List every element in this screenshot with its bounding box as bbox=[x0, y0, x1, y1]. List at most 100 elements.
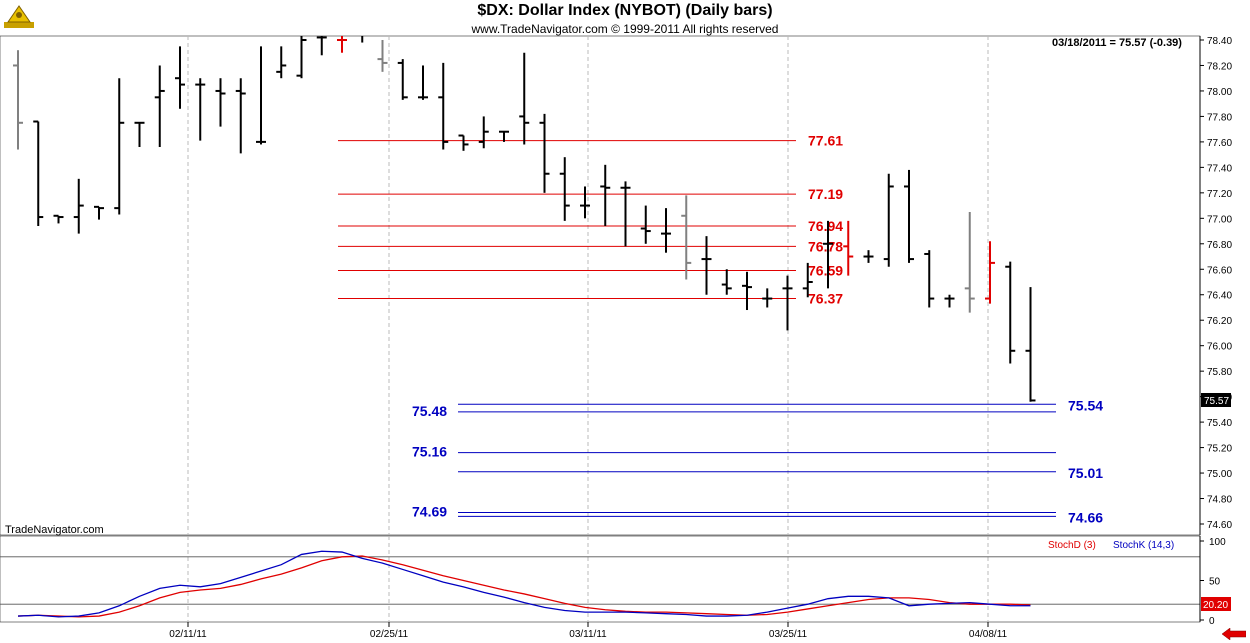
ohlc-bar bbox=[377, 40, 388, 72]
chart-subtitle: www.TradeNavigator.com © 1999-2011 All r… bbox=[471, 22, 779, 36]
ohlc-bar bbox=[904, 169, 914, 263]
price-tick-label: 75.00 bbox=[1207, 469, 1232, 480]
date-tick-label: 02/25/11 bbox=[370, 629, 409, 640]
ohlc-bar bbox=[458, 134, 469, 151]
last-price-marker: 75.57 bbox=[1201, 393, 1231, 407]
chart-title: $DX: Dollar Index (NYBOT) (Daily bars) bbox=[477, 2, 773, 19]
ohlc-bar bbox=[418, 65, 428, 100]
stoch-series-line bbox=[17, 550, 1031, 618]
date-tick-label: 03/11/11 bbox=[569, 629, 607, 640]
stoch-last-label: 20.20 bbox=[1203, 600, 1228, 611]
price-tick-label: 76.80 bbox=[1207, 240, 1232, 251]
ohlc-bar bbox=[154, 65, 165, 147]
ohlc-bar bbox=[985, 241, 995, 304]
ohlc-bar bbox=[1025, 287, 1036, 402]
date-tick-label: 03/25/11 bbox=[769, 629, 808, 640]
date-axis[interactable]: 02/11/11 02/25/11 03/11/11 03/25/11 04/08/11 bbox=[169, 622, 1008, 640]
ohlc-bar bbox=[94, 205, 104, 220]
price-tick-label: 75.80 bbox=[1207, 367, 1232, 378]
ohlc-bar bbox=[114, 78, 125, 215]
legend-stochk: StochK (14,3) bbox=[1113, 540, 1174, 551]
price-tick-label: 76.20 bbox=[1207, 316, 1232, 327]
price-tick-label: 76.60 bbox=[1207, 265, 1232, 276]
ohlc-bar bbox=[519, 52, 530, 145]
support-label-left: 74.69 bbox=[412, 504, 447, 520]
resistance-label: 76.37 bbox=[808, 291, 843, 307]
stoch-tick-label: 100 bbox=[1209, 537, 1226, 548]
ohlc-bar bbox=[1005, 261, 1016, 364]
stochastic-axis[interactable]: 100 50 0 bbox=[1199, 536, 1226, 627]
ohlc-bar bbox=[843, 220, 854, 276]
indicator-panel-background bbox=[0, 535, 1201, 623]
ohlc-bar bbox=[661, 208, 671, 253]
resistance-label: 76.94 bbox=[808, 218, 843, 234]
support-label-right: 74.66 bbox=[1068, 509, 1103, 525]
ohlc-bar bbox=[337, 36, 347, 53]
ohlc-bar bbox=[256, 46, 266, 145]
ohlc-bar bbox=[296, 36, 307, 79]
ohlc-bar bbox=[499, 130, 509, 142]
ohlc-bar bbox=[883, 173, 894, 267]
support-label-right: 75.01 bbox=[1068, 465, 1103, 481]
ohlc-bar bbox=[53, 214, 64, 224]
price-tick-label: 76.00 bbox=[1207, 342, 1232, 353]
ohlc-bar bbox=[863, 250, 874, 263]
ohlc-bar bbox=[620, 181, 631, 247]
price-tick-label: 74.60 bbox=[1207, 520, 1232, 531]
ohlc-bar bbox=[944, 294, 955, 308]
legend-stochd: StochD (3) bbox=[1048, 540, 1096, 551]
ohlc-bar bbox=[802, 262, 813, 298]
price-axis[interactable]: 78.40 78.20 78.00 77.80 77.60 77.40 77.20 77.00… bbox=[1199, 36, 1232, 535]
ohlc-bar bbox=[701, 236, 712, 295]
ohlc-bar bbox=[73, 178, 84, 234]
ohlc-bar bbox=[640, 205, 651, 244]
resistance-label: 76.78 bbox=[808, 238, 843, 254]
ohlc-bar bbox=[276, 46, 287, 79]
price-tick-label: 77.40 bbox=[1207, 163, 1232, 174]
price-tick-label: 77.20 bbox=[1207, 189, 1232, 200]
trade-navigator-logo-icon[interactable] bbox=[2, 2, 36, 30]
price-panel-background bbox=[0, 35, 1201, 536]
support-label-right: 75.54 bbox=[1068, 397, 1103, 413]
ohlc-bar bbox=[195, 78, 206, 141]
ohlc-bar bbox=[13, 50, 23, 150]
ohlc-bar bbox=[175, 46, 185, 109]
price-tick-label: 77.60 bbox=[1207, 138, 1232, 149]
ohlc-bar bbox=[742, 271, 752, 311]
watermark-label: TradeNavigator.com bbox=[5, 524, 104, 536]
ohlc-bar bbox=[539, 113, 550, 193]
support-label-left: 75.16 bbox=[412, 444, 447, 460]
stochastic-panel bbox=[0, 550, 1200, 618]
ohlc-bar bbox=[681, 195, 692, 280]
price-tick-label: 75.40 bbox=[1207, 418, 1232, 429]
price-tick-label: 77.80 bbox=[1207, 112, 1232, 123]
ohlc-bars bbox=[13, 36, 1036, 402]
ohlc-bar bbox=[397, 59, 408, 100]
ohlc-bar bbox=[721, 269, 732, 295]
ohlc-bar bbox=[964, 211, 975, 313]
date-tick-label: 02/11/11 bbox=[169, 629, 207, 640]
stoch-tick-label: 50 bbox=[1209, 577, 1221, 588]
ohlc-bar bbox=[215, 78, 226, 127]
resistance-label: 76.59 bbox=[808, 263, 843, 279]
price-tick-label: 78.40 bbox=[1207, 36, 1232, 47]
date-tick-label: 04/08/11 bbox=[969, 629, 1008, 640]
ohlc-bar bbox=[33, 120, 44, 226]
ohlc-bar bbox=[438, 62, 449, 150]
ohlc-bar bbox=[134, 121, 145, 147]
price-tick-label: 76.40 bbox=[1207, 291, 1232, 302]
stoch-series-line bbox=[17, 555, 1031, 618]
ohlc-bar bbox=[762, 288, 773, 308]
support-label-left: 75.48 bbox=[412, 403, 447, 419]
fib-levels: 77.61 77.19 76.94 76.78 76.59 76.37 75.48 75.16… bbox=[338, 133, 1103, 525]
ohlc-bar bbox=[823, 220, 833, 289]
stoch-tick-label: 0 bbox=[1209, 616, 1215, 627]
ohlc-bar bbox=[924, 250, 935, 308]
resistance-label: 77.19 bbox=[808, 186, 843, 202]
resistance-label: 77.61 bbox=[808, 133, 843, 149]
price-tick-label: 78.20 bbox=[1207, 61, 1232, 72]
red-left-arrow-icon[interactable] bbox=[1222, 628, 1246, 640]
ohlc-bar bbox=[559, 157, 570, 221]
ohlc-bar bbox=[316, 36, 327, 56]
